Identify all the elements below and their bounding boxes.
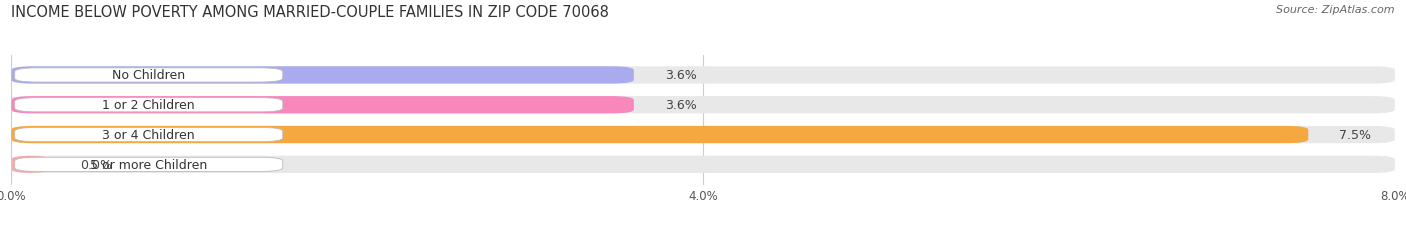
Text: 3.6%: 3.6% — [665, 99, 697, 112]
Text: 7.5%: 7.5% — [1340, 128, 1371, 141]
Text: 0.0%: 0.0% — [80, 158, 112, 171]
FancyBboxPatch shape — [11, 67, 1395, 84]
FancyBboxPatch shape — [11, 67, 634, 84]
FancyBboxPatch shape — [11, 97, 1395, 114]
Text: 3.6%: 3.6% — [665, 69, 697, 82]
Text: 5 or more Children: 5 or more Children — [90, 158, 207, 171]
Text: 3 or 4 Children: 3 or 4 Children — [103, 128, 195, 141]
FancyBboxPatch shape — [14, 98, 283, 112]
Text: Source: ZipAtlas.com: Source: ZipAtlas.com — [1277, 5, 1395, 15]
FancyBboxPatch shape — [14, 128, 283, 142]
FancyBboxPatch shape — [11, 126, 1395, 143]
Text: No Children: No Children — [112, 69, 186, 82]
FancyBboxPatch shape — [14, 69, 283, 83]
FancyBboxPatch shape — [14, 158, 283, 172]
FancyBboxPatch shape — [11, 97, 634, 114]
Text: 1 or 2 Children: 1 or 2 Children — [103, 99, 195, 112]
FancyBboxPatch shape — [11, 126, 1308, 143]
FancyBboxPatch shape — [11, 156, 1395, 173]
FancyBboxPatch shape — [11, 156, 49, 173]
Text: INCOME BELOW POVERTY AMONG MARRIED-COUPLE FAMILIES IN ZIP CODE 70068: INCOME BELOW POVERTY AMONG MARRIED-COUPL… — [11, 5, 609, 20]
